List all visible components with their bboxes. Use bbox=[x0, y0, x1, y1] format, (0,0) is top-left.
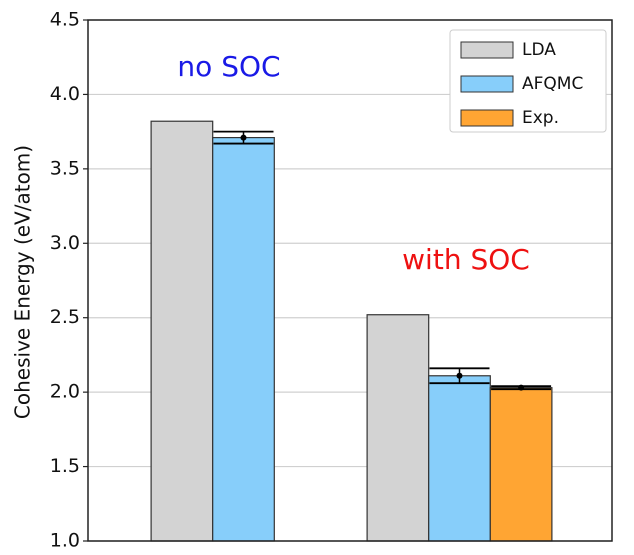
y-axis-label: Cohesive Energy (eV/atom) bbox=[11, 145, 35, 419]
y-tick-label: 4.0 bbox=[50, 83, 80, 105]
plot-frame bbox=[87, 19, 613, 542]
y-tick-label: 3.0 bbox=[50, 232, 80, 254]
legend-swatch bbox=[460, 109, 514, 127]
y-tick-label: 1.0 bbox=[50, 530, 80, 552]
legend-label: Exp. bbox=[522, 108, 559, 128]
error-bar-part bbox=[240, 134, 247, 141]
annotation: with SOC bbox=[402, 243, 530, 276]
y-tick-label: 1.5 bbox=[50, 455, 80, 477]
error-bar bbox=[429, 367, 490, 385]
bar bbox=[366, 314, 430, 542]
annotation: no SOC bbox=[177, 50, 280, 83]
y-tick-label: 3.5 bbox=[50, 157, 80, 179]
bar bbox=[150, 120, 214, 542]
legend-label: LDA bbox=[522, 40, 556, 60]
bar bbox=[428, 375, 491, 542]
bar bbox=[212, 136, 275, 542]
y-tick-label: 4.5 bbox=[50, 9, 80, 31]
error-bar bbox=[491, 384, 552, 391]
error-bar bbox=[213, 130, 274, 145]
error-bar-part bbox=[456, 372, 463, 379]
error-bar-part bbox=[518, 384, 525, 391]
legend-swatch bbox=[460, 75, 514, 93]
y-tick-label: 2.0 bbox=[50, 381, 80, 403]
bar bbox=[489, 387, 553, 542]
legend-label: AFQMC bbox=[522, 74, 583, 94]
y-tick-label: 2.5 bbox=[50, 306, 80, 328]
legend-swatch bbox=[460, 41, 514, 59]
